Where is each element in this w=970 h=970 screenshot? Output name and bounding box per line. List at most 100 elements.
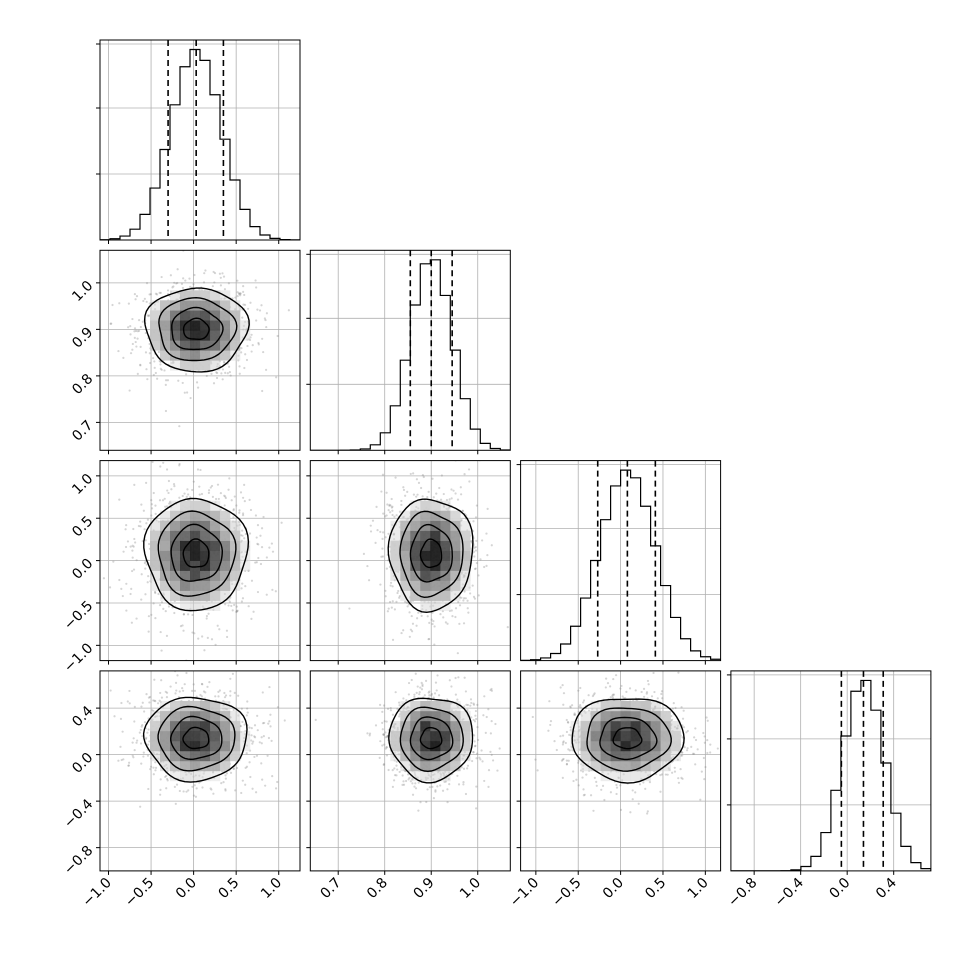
density-cell bbox=[190, 540, 201, 551]
scatter-point bbox=[380, 490, 383, 493]
scatter-point bbox=[389, 581, 393, 584]
density-cell bbox=[210, 730, 221, 742]
density-cell bbox=[210, 720, 221, 732]
scatter-point bbox=[314, 718, 317, 722]
scatter-point bbox=[131, 348, 134, 351]
scatter-point bbox=[434, 790, 437, 793]
scatter-point bbox=[146, 378, 149, 381]
scatter-point bbox=[398, 596, 401, 599]
density-cell bbox=[200, 600, 211, 611]
x-ticks bbox=[108, 240, 280, 244]
scatter-point bbox=[436, 785, 439, 788]
scatter-point bbox=[229, 677, 232, 680]
scatter-point bbox=[214, 643, 217, 646]
scatter-point bbox=[220, 782, 223, 785]
scatter-point bbox=[108, 586, 112, 589]
scatter-point bbox=[474, 545, 477, 549]
scatter-point bbox=[381, 473, 385, 476]
scatter-point bbox=[139, 525, 142, 528]
scatter-point bbox=[147, 615, 150, 618]
density-cells bbox=[150, 700, 251, 782]
scatter-point bbox=[491, 759, 495, 762]
scatter-point bbox=[439, 498, 443, 501]
scatter-point bbox=[462, 597, 466, 600]
density-cell bbox=[180, 700, 191, 712]
scatter-point bbox=[93, 301, 95, 303]
scatter-point bbox=[134, 541, 137, 544]
scatter-point bbox=[454, 615, 457, 619]
scatter-point bbox=[240, 587, 243, 590]
scatter-point bbox=[180, 282, 184, 285]
scatter-point bbox=[479, 558, 482, 561]
scatter-point bbox=[176, 674, 179, 677]
scatter-point bbox=[368, 732, 372, 735]
scatter-point bbox=[446, 788, 449, 791]
scatter-point bbox=[256, 590, 260, 594]
scatter-point bbox=[204, 691, 207, 694]
scatter-point bbox=[407, 681, 411, 685]
y-tick-label: −1.0 bbox=[61, 640, 96, 675]
scatter-point bbox=[201, 635, 204, 638]
density-panel-2-0: −1.0−0.50.00.51.0 bbox=[61, 460, 301, 676]
scatter-point bbox=[485, 715, 488, 719]
scatter-point bbox=[129, 592, 132, 596]
scatter-point bbox=[476, 738, 480, 742]
scatter-point bbox=[389, 707, 392, 710]
scatter-point bbox=[228, 365, 231, 368]
scatter-point bbox=[139, 345, 142, 348]
density-cell bbox=[430, 600, 441, 611]
density-cell bbox=[440, 520, 451, 531]
scatter-point bbox=[474, 549, 478, 552]
scatter-point bbox=[387, 607, 390, 610]
scatter-point bbox=[473, 745, 477, 748]
scatter-point bbox=[257, 341, 260, 345]
scatter-point bbox=[146, 314, 149, 317]
scatter-point bbox=[487, 785, 490, 788]
density-cell bbox=[440, 550, 451, 561]
scatter-point bbox=[151, 460, 154, 464]
density-cell bbox=[180, 540, 191, 551]
scatter-point bbox=[232, 708, 235, 711]
scatter-point bbox=[486, 507, 489, 510]
scatter-point bbox=[165, 691, 169, 694]
scatter-point bbox=[193, 632, 196, 635]
scatter-point bbox=[199, 468, 202, 472]
scatter-point bbox=[148, 314, 151, 317]
scatter-point bbox=[183, 391, 186, 394]
scatter-point bbox=[122, 758, 125, 761]
scatter-point bbox=[241, 534, 244, 537]
density-cell bbox=[220, 700, 231, 712]
scatter-point bbox=[166, 777, 169, 781]
scatter-point bbox=[159, 630, 162, 634]
scatter-point bbox=[181, 624, 184, 627]
scatter-point bbox=[145, 563, 148, 566]
scatter-point bbox=[271, 550, 275, 553]
scatter-point bbox=[385, 746, 388, 749]
scatter-point bbox=[140, 503, 143, 506]
scatter-point bbox=[150, 613, 153, 616]
scatter-point bbox=[215, 371, 218, 374]
scatter-point bbox=[198, 493, 201, 496]
scatter-point bbox=[471, 584, 474, 587]
scatter-point bbox=[153, 366, 156, 369]
scatter-point bbox=[248, 498, 251, 501]
x-ticks bbox=[535, 660, 706, 665]
density-cell bbox=[150, 330, 161, 341]
scatter-point bbox=[387, 768, 390, 772]
density-cell bbox=[390, 520, 401, 531]
scatter-point bbox=[478, 756, 481, 759]
scatter-point bbox=[205, 374, 208, 378]
x-tick-label: 0.0 bbox=[173, 875, 200, 902]
scatter-point bbox=[506, 626, 509, 629]
scatter-point bbox=[130, 621, 133, 624]
scatter-point bbox=[209, 787, 212, 790]
density-cell bbox=[450, 570, 461, 581]
scatter-point bbox=[276, 334, 279, 338]
scatter-point bbox=[119, 745, 122, 748]
scatter-point bbox=[475, 757, 478, 760]
scatter-point bbox=[458, 604, 462, 607]
scatter-point bbox=[472, 750, 475, 754]
scatter-point bbox=[410, 678, 413, 682]
scatter-point bbox=[265, 312, 268, 315]
scatter-point bbox=[223, 288, 227, 291]
